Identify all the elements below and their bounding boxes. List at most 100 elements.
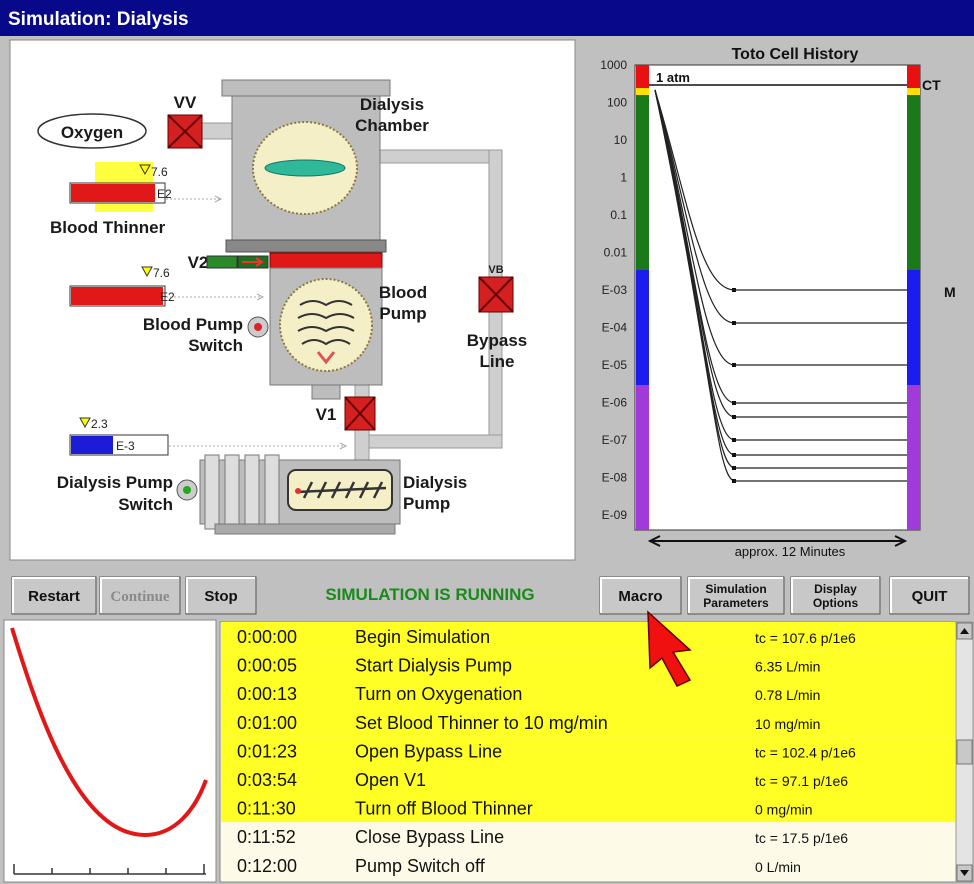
history-panel: Toto Cell History 1 atm CT M approx. 12 … — [600, 46, 955, 559]
history-curve — [654, 89, 907, 366]
button-label: Stop — [204, 588, 237, 605]
mini-plot — [3, 619, 217, 883]
right-label: CT — [922, 77, 941, 93]
y-tick-label: E-03 — [602, 283, 628, 297]
log-event: Turn on Oxygenation — [355, 684, 522, 704]
zone-bar — [907, 65, 920, 88]
zone-bar — [636, 385, 649, 530]
log-event: Start Dialysis Pump — [355, 656, 512, 676]
log-row[interactable] — [221, 650, 955, 680]
gauge-marker — [141, 266, 153, 278]
pump-arrow — [316, 351, 336, 365]
log-time: 0:01:23 — [237, 741, 297, 761]
curve-marker — [732, 479, 736, 483]
pump-dot — [295, 488, 301, 494]
pump-window — [279, 278, 373, 372]
indicator-arrow — [242, 257, 264, 267]
valve-indicator[interactable] — [206, 255, 238, 269]
switch-label: Dialysis Pump — [57, 473, 173, 492]
signal-arrow — [339, 442, 348, 450]
log-value: tc = 107.6 p/1e6 — [755, 630, 856, 646]
pipe — [377, 149, 503, 164]
curve-marker — [732, 288, 736, 292]
y-tick-label: E-07 — [602, 433, 628, 447]
options-button[interactable] — [790, 576, 881, 615]
restart-button[interactable] — [11, 576, 97, 615]
pump-label: Blood — [379, 283, 427, 302]
chamber-label: Dialysis — [360, 95, 424, 114]
log-time: 0:12:00 — [237, 856, 297, 876]
chart-title: Toto Cell History — [732, 46, 859, 63]
log-row[interactable] — [221, 822, 955, 851]
window-title: Simulation: Dialysis — [8, 9, 189, 30]
log-row[interactable] — [221, 850, 955, 880]
log-event: Set Blood Thinner to 10 mg/min — [355, 713, 608, 733]
atm-label: 1 atm — [656, 70, 690, 85]
gauge-setting: 7.6 — [153, 266, 170, 280]
y-tick-label: 1000 — [600, 58, 627, 72]
log-value: 0 mg/min — [755, 802, 813, 818]
parameters-button[interactable] — [687, 576, 785, 615]
valve-cross — [167, 114, 203, 149]
button-bevel — [890, 577, 968, 613]
curve-marker — [732, 321, 736, 325]
flow-bar — [269, 252, 383, 269]
pipe — [361, 434, 503, 449]
log-row[interactable] — [221, 622, 955, 651]
log-value: 6.35 L/min — [755, 659, 820, 675]
continue-button[interactable] — [99, 576, 181, 615]
button-label: Parameters — [703, 596, 769, 610]
history-curve — [654, 89, 907, 324]
zone-bar — [636, 65, 649, 88]
curve-marker — [732, 438, 736, 442]
chamber-base — [225, 239, 387, 253]
title-bar — [0, 0, 974, 36]
switch-light — [254, 323, 262, 331]
signal-arrow — [256, 293, 265, 301]
zone-bar — [907, 385, 920, 530]
gauge-fill — [71, 436, 113, 454]
line-label: Bypass — [467, 331, 527, 350]
valve-label: VV — [174, 93, 197, 112]
button-label: Options — [813, 596, 859, 610]
curve-marker — [732, 401, 736, 405]
log-row[interactable] — [221, 707, 955, 737]
pipe — [199, 122, 235, 140]
log-row[interactable] — [221, 679, 955, 708]
y-tick-label: E-08 — [602, 471, 628, 485]
zone-bar — [907, 88, 920, 95]
button-bevel — [100, 577, 179, 613]
chamber-cap — [221, 79, 391, 97]
y-tick-label: 0.01 — [604, 246, 628, 260]
log-value: tc = 97.1 p/1e6 — [755, 773, 848, 789]
button-bevel — [791, 577, 879, 613]
scroll-thumb[interactable] — [956, 739, 973, 765]
y-tick-label: E-04 — [602, 321, 628, 335]
log-time: 0:00:00 — [237, 627, 297, 647]
zone-bar — [636, 88, 649, 95]
log-row[interactable] — [221, 765, 955, 794]
log-time: 0:11:52 — [237, 827, 296, 847]
log-time: 0:00:05 — [237, 656, 297, 676]
zone-bar — [907, 270, 920, 385]
gauge-setting: 2.3 — [91, 417, 108, 431]
log-value: tc = 102.4 p/1e6 — [755, 744, 856, 760]
valve-label: V2 — [188, 253, 209, 272]
time-label: approx. 12 Minutes — [735, 544, 846, 559]
pump-screw — [295, 481, 387, 499]
log-row[interactable] — [221, 793, 955, 823]
curve-marker — [732, 363, 736, 367]
trend-curve — [10, 627, 208, 838]
y-tick-label: 1 — [620, 171, 627, 185]
connector — [311, 384, 341, 400]
log-value: tc = 17.5 p/1e6 — [755, 830, 848, 846]
log-event: Begin Simulation — [355, 627, 490, 647]
curve-marker — [732, 453, 736, 457]
pump-label: Dialysis — [403, 473, 467, 492]
log-value: 0 L/min — [755, 859, 801, 875]
log-row[interactable] — [221, 736, 955, 765]
pump-base — [214, 523, 396, 535]
gauge-setting: 7.6 — [151, 165, 168, 179]
history-curve — [654, 89, 907, 482]
